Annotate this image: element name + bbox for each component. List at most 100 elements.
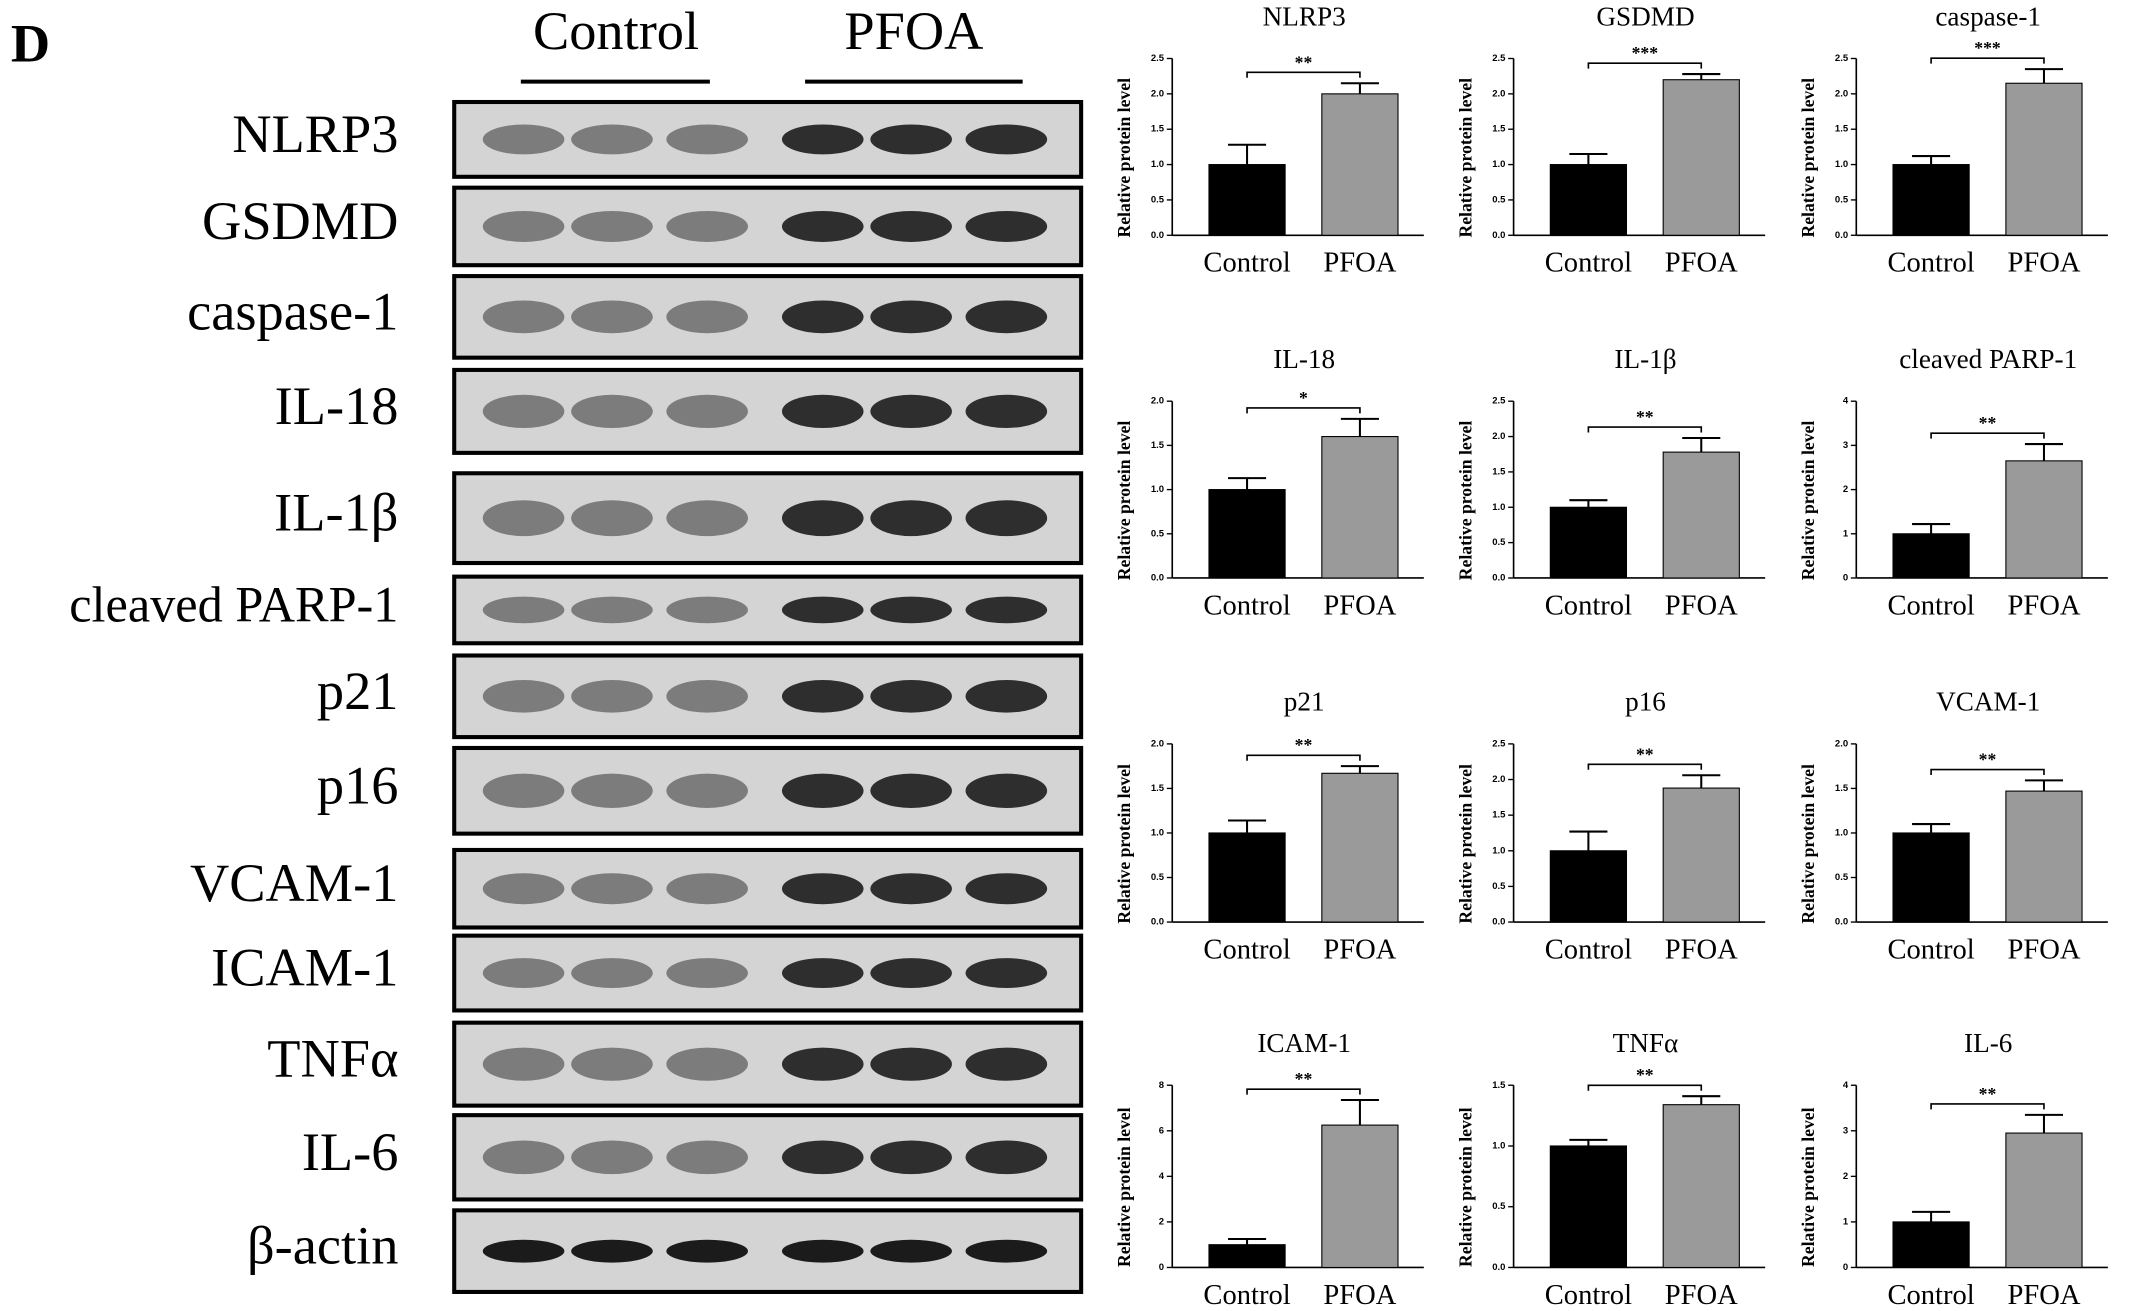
error-bar <box>1682 436 1721 453</box>
x-tick-label: Control <box>1203 1280 1290 1311</box>
bar <box>1892 832 1970 923</box>
x-tick-label: PFOA <box>2007 248 2080 279</box>
error-bar <box>2024 443 2064 461</box>
x-tick-label: PFOA <box>1665 935 1738 966</box>
y-tick-label: 1.0 <box>1835 159 1848 170</box>
blot-row-label: ICAM-1 <box>211 938 398 998</box>
y-tick-label: 0 <box>1843 572 1848 583</box>
y-tick-label: 1.5 <box>1492 466 1506 477</box>
chart-title: IL-18 <box>1273 344 1335 374</box>
significance-bracket <box>1930 432 2045 439</box>
x-tick-label: Control <box>1203 935 1290 966</box>
blot-row-label: TNFα <box>267 1029 398 1089</box>
y-axis-label: Relative protein level <box>1114 1107 1134 1267</box>
error-bar <box>1340 765 1379 774</box>
blot-row-label: IL-6 <box>302 1122 399 1182</box>
blot-band <box>666 873 748 905</box>
significance-label: ** <box>1295 52 1313 72</box>
y-tick-label: 1.0 <box>1151 484 1164 495</box>
y-tick-label: 1.5 <box>1492 810 1506 821</box>
y-tick-label: 2.0 <box>1151 738 1164 749</box>
blot-band <box>666 394 748 428</box>
blot-band <box>666 124 748 155</box>
y-tick-label: 0.5 <box>1492 537 1506 548</box>
blot-band <box>482 596 565 624</box>
blot-band <box>965 679 1048 713</box>
error-bar <box>1912 523 1951 534</box>
error-bar <box>2024 779 2064 792</box>
blot-strip <box>452 99 1084 179</box>
y-tick-label: 1.0 <box>1835 827 1848 838</box>
blot-band <box>781 679 864 713</box>
bar <box>1321 772 1399 923</box>
error-bar <box>2024 68 2064 84</box>
significance-bracket <box>1587 763 1703 770</box>
y-tick-label: 1.5 <box>1835 124 1849 135</box>
y-tick-label: 2.0 <box>1492 774 1505 785</box>
error-bar <box>1912 1210 1951 1222</box>
significance-label: ** <box>1979 1084 1997 1104</box>
y-axis-label: Relative protein level <box>1455 1107 1475 1267</box>
y-tick-label: 2.0 <box>1151 396 1164 407</box>
blot-band <box>870 300 952 334</box>
blot-band <box>666 500 748 537</box>
blot-band <box>666 1239 748 1263</box>
blot-band <box>482 873 565 905</box>
y-tick-label: 1.5 <box>1492 124 1506 135</box>
blot-row-label: GSDMD <box>202 191 398 251</box>
y-tick-label: 0.0 <box>1151 230 1164 241</box>
bar <box>1208 832 1286 923</box>
y-tick-label: 1.0 <box>1492 845 1505 856</box>
y-axis-label: Relative protein level <box>1455 764 1475 924</box>
blot-band <box>781 1140 864 1175</box>
y-tick-label: 4 <box>1843 1080 1849 1091</box>
significance-label: ** <box>1636 407 1654 427</box>
blot-band <box>781 773 864 808</box>
chart-title: TNFα <box>1613 1028 1679 1058</box>
y-tick-label: 1.0 <box>1492 159 1505 170</box>
error-bar <box>1569 152 1608 165</box>
blot-band <box>781 124 864 155</box>
blot-band <box>482 394 565 428</box>
y-tick-label: 2.5 <box>1492 53 1506 64</box>
significance-bracket <box>1246 407 1361 414</box>
group-label: PFOA <box>844 1 983 61</box>
significance-label: *** <box>1632 43 1659 63</box>
chart-title: ICAM-1 <box>1257 1028 1351 1058</box>
error-bar <box>1228 819 1267 833</box>
y-tick-label: 1.5 <box>1492 1080 1506 1091</box>
y-tick-label: 1.5 <box>1151 783 1165 794</box>
bar <box>1549 164 1628 236</box>
blot-band <box>781 210 864 242</box>
bar <box>1321 1124 1399 1269</box>
x-tick-label: PFOA <box>2007 1280 2080 1311</box>
significance-bracket <box>1930 768 2045 775</box>
error-bar <box>1228 477 1267 490</box>
blot-band <box>965 1140 1048 1175</box>
error-bar <box>1340 1099 1379 1126</box>
y-tick-label: 2 <box>1159 1216 1164 1227</box>
error-bar <box>1912 823 1951 833</box>
y-tick-label: 0.0 <box>1492 230 1505 241</box>
y-axis-label: Relative protein level <box>1455 421 1475 581</box>
bar <box>1549 850 1628 923</box>
y-tick-label: 4 <box>1159 1171 1165 1182</box>
y-tick-label: 0.5 <box>1151 872 1165 883</box>
y-tick-label: 6 <box>1159 1125 1164 1136</box>
y-axis-label: Relative protein level <box>1798 78 1818 238</box>
y-tick-label: 1.0 <box>1151 159 1164 170</box>
bar <box>1321 436 1399 579</box>
blot-band <box>482 210 565 242</box>
blot-band <box>571 679 653 713</box>
blot-band <box>781 958 864 989</box>
blot-band <box>965 1047 1048 1081</box>
blot-band <box>781 1239 864 1263</box>
blot-row-label: IL-18 <box>275 376 399 436</box>
blot-band <box>781 500 864 537</box>
bar <box>1321 93 1399 236</box>
error-bar <box>1682 73 1721 80</box>
y-tick-label: 0.0 <box>1835 917 1848 928</box>
x-tick-label: Control <box>1545 590 1632 621</box>
bar <box>1662 787 1740 923</box>
